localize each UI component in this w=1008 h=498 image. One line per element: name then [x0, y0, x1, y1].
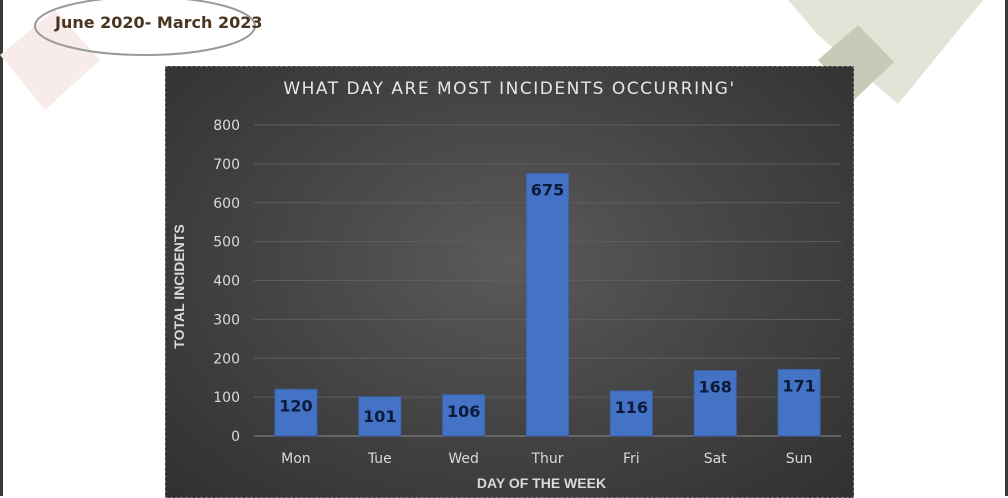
bar-sun — [777, 369, 821, 437]
bar-thur — [526, 173, 569, 437]
data-label: 675 — [531, 181, 564, 200]
data-label: 116 — [615, 398, 648, 417]
x-tick-label: Sat — [704, 451, 727, 467]
chart-panel: WHAT DAY ARE MOST INCIDENTS OCCURRING' 0… — [165, 66, 854, 498]
data-label: 171 — [782, 377, 815, 396]
data-label: 120 — [279, 396, 312, 415]
x-tick-label: Thur — [530, 451, 563, 467]
y-tick-label: 800 — [213, 118, 240, 134]
x-tick-label: Mon — [281, 451, 311, 467]
bar-sat — [693, 370, 737, 437]
left-edge-bar — [0, 0, 3, 496]
x-tick-label: Wed — [448, 451, 479, 467]
bar-fri — [609, 390, 653, 437]
y-tick-label: 200 — [213, 351, 240, 367]
data-label: 168 — [699, 378, 732, 397]
date-range-label: June 2020- March 2023 — [55, 13, 263, 32]
y-axis-title: TOTAL INCIDENTS — [171, 224, 187, 348]
y-tick-label: 300 — [213, 312, 240, 328]
chart-title: WHAT DAY ARE MOST INCIDENTS OCCURRING' — [283, 79, 736, 99]
y-tick-label: 600 — [213, 196, 240, 212]
right-edge-bar — [1005, 0, 1008, 496]
y-tick-label: 100 — [213, 390, 240, 406]
bar-tue — [358, 396, 402, 437]
y-tick-label: 400 — [213, 274, 240, 290]
bar-chart: 0 100 200 300 400 500 600 700 800 120 Mon 101 Tue 106… — [171, 118, 841, 491]
y-tick-label: 500 — [213, 235, 240, 251]
data-label: 106 — [447, 402, 480, 421]
data-label: 101 — [363, 407, 396, 426]
y-tick-label: 0 — [231, 429, 240, 445]
bar-mon — [274, 388, 318, 437]
y-tick-label: 700 — [213, 157, 240, 173]
bar-wed — [442, 394, 486, 437]
x-tick-label: Fri — [623, 451, 640, 467]
x-axis-title: DAY OF THE WEEK — [477, 475, 606, 491]
x-tick-label: Sun — [786, 451, 813, 467]
x-tick-label: Tue — [367, 451, 392, 467]
